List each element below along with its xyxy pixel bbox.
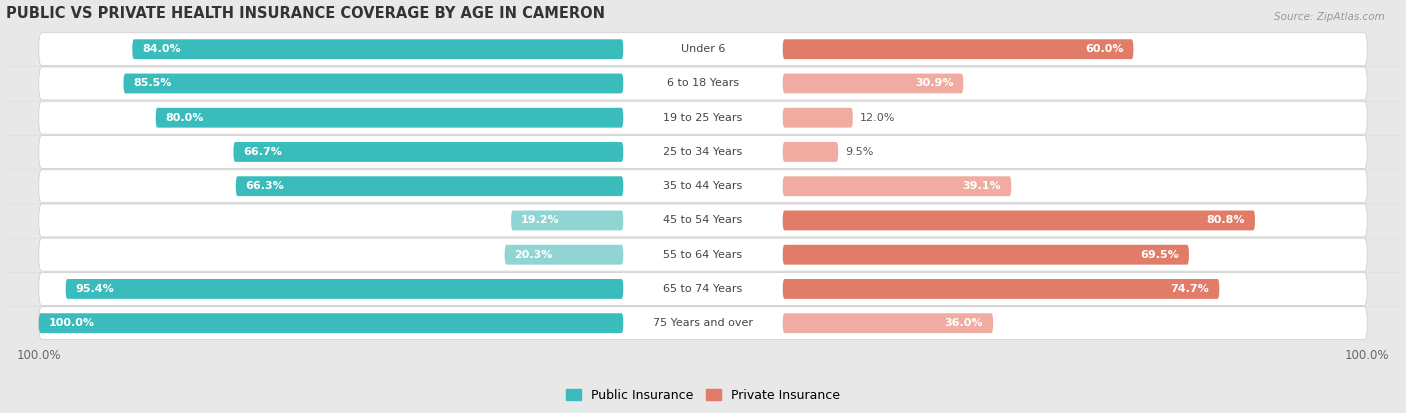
FancyBboxPatch shape: [233, 142, 623, 162]
Text: 75 Years and over: 75 Years and over: [652, 318, 754, 328]
Text: 19.2%: 19.2%: [522, 216, 560, 225]
Text: 60.0%: 60.0%: [1085, 44, 1123, 54]
Text: 6 to 18 Years: 6 to 18 Years: [666, 78, 740, 88]
Text: 85.5%: 85.5%: [134, 78, 172, 88]
Text: 55 to 64 Years: 55 to 64 Years: [664, 250, 742, 260]
FancyBboxPatch shape: [132, 39, 623, 59]
FancyBboxPatch shape: [39, 101, 1367, 134]
FancyBboxPatch shape: [156, 108, 623, 128]
FancyBboxPatch shape: [783, 279, 1219, 299]
FancyBboxPatch shape: [505, 245, 623, 265]
Text: 30.9%: 30.9%: [915, 78, 953, 88]
FancyBboxPatch shape: [236, 176, 623, 196]
FancyBboxPatch shape: [783, 211, 1256, 230]
Legend: Public Insurance, Private Insurance: Public Insurance, Private Insurance: [561, 384, 845, 407]
Text: 74.7%: 74.7%: [1171, 284, 1209, 294]
FancyBboxPatch shape: [510, 211, 623, 230]
Text: 66.7%: 66.7%: [243, 147, 283, 157]
FancyBboxPatch shape: [783, 74, 963, 93]
Text: 80.8%: 80.8%: [1206, 216, 1246, 225]
FancyBboxPatch shape: [783, 245, 1189, 265]
Text: Under 6: Under 6: [681, 44, 725, 54]
FancyBboxPatch shape: [783, 108, 853, 128]
Text: 65 to 74 Years: 65 to 74 Years: [664, 284, 742, 294]
Text: 45 to 54 Years: 45 to 54 Years: [664, 216, 742, 225]
Text: 100.0%: 100.0%: [49, 318, 94, 328]
Text: 19 to 25 Years: 19 to 25 Years: [664, 113, 742, 123]
Text: 20.3%: 20.3%: [515, 250, 553, 260]
FancyBboxPatch shape: [39, 67, 1367, 100]
FancyBboxPatch shape: [39, 33, 1367, 66]
FancyBboxPatch shape: [39, 135, 1367, 169]
Text: 9.5%: 9.5%: [845, 147, 873, 157]
FancyBboxPatch shape: [39, 313, 623, 333]
Text: 80.0%: 80.0%: [166, 113, 204, 123]
Text: 35 to 44 Years: 35 to 44 Years: [664, 181, 742, 191]
FancyBboxPatch shape: [39, 204, 1367, 237]
FancyBboxPatch shape: [39, 238, 1367, 271]
FancyBboxPatch shape: [783, 313, 993, 333]
Text: Source: ZipAtlas.com: Source: ZipAtlas.com: [1274, 12, 1385, 22]
Text: 25 to 34 Years: 25 to 34 Years: [664, 147, 742, 157]
FancyBboxPatch shape: [124, 74, 623, 93]
Text: 69.5%: 69.5%: [1140, 250, 1180, 260]
Text: 66.3%: 66.3%: [246, 181, 284, 191]
FancyBboxPatch shape: [66, 279, 623, 299]
FancyBboxPatch shape: [39, 273, 1367, 305]
FancyBboxPatch shape: [783, 176, 1011, 196]
FancyBboxPatch shape: [39, 307, 1367, 339]
Text: 12.0%: 12.0%: [859, 113, 894, 123]
FancyBboxPatch shape: [783, 142, 838, 162]
FancyBboxPatch shape: [783, 39, 1133, 59]
FancyBboxPatch shape: [39, 170, 1367, 203]
Text: 95.4%: 95.4%: [76, 284, 114, 294]
Text: 84.0%: 84.0%: [142, 44, 181, 54]
Text: PUBLIC VS PRIVATE HEALTH INSURANCE COVERAGE BY AGE IN CAMERON: PUBLIC VS PRIVATE HEALTH INSURANCE COVER…: [6, 5, 605, 21]
Text: 39.1%: 39.1%: [963, 181, 1001, 191]
Text: 36.0%: 36.0%: [945, 318, 983, 328]
